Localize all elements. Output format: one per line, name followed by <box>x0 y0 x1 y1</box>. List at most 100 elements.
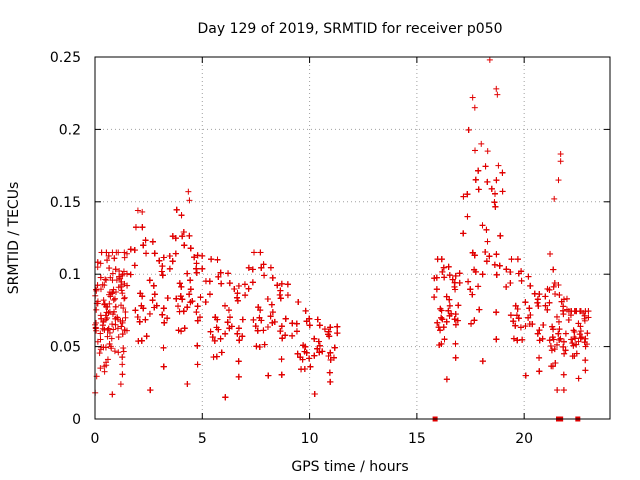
data-point <box>552 291 559 298</box>
data-point <box>119 361 126 368</box>
data-point <box>551 195 558 202</box>
data-point <box>179 296 186 303</box>
data-point <box>484 148 491 155</box>
data-point <box>112 295 119 302</box>
data-point <box>193 260 200 267</box>
data-point <box>484 238 491 245</box>
data-point <box>438 314 445 321</box>
data-point <box>514 337 521 344</box>
data-point <box>433 286 440 293</box>
data-point <box>493 336 500 343</box>
data-point <box>550 283 557 290</box>
data-point <box>446 312 453 319</box>
data-point <box>235 358 242 365</box>
data-point <box>124 282 131 289</box>
data-point <box>175 327 182 334</box>
data-point <box>101 363 108 370</box>
data-point <box>251 249 258 256</box>
data-point <box>435 324 442 331</box>
data-point <box>576 331 583 338</box>
data-point <box>134 207 141 214</box>
data-point <box>132 307 139 314</box>
data-point <box>117 381 124 388</box>
data-point <box>202 278 209 285</box>
data-point <box>250 316 257 323</box>
data-point <box>102 312 109 319</box>
data-point <box>173 295 180 302</box>
data-point <box>306 315 313 322</box>
data-point <box>460 230 467 237</box>
data-point <box>264 324 271 331</box>
data-point <box>197 294 204 301</box>
data-point <box>546 286 553 293</box>
data-point <box>560 311 567 318</box>
data-point <box>514 306 521 313</box>
data-point <box>233 294 240 301</box>
data-point <box>445 263 452 270</box>
data-point <box>467 286 474 293</box>
data-point <box>554 341 561 348</box>
data-point <box>139 208 146 215</box>
data-point <box>191 254 198 261</box>
data-point <box>97 330 104 337</box>
data-point <box>562 330 569 337</box>
data-point <box>194 303 201 310</box>
data-point <box>239 333 246 340</box>
data-point <box>475 167 482 174</box>
data-point <box>277 295 284 302</box>
data-point <box>577 335 584 342</box>
data-point <box>443 293 450 300</box>
data-point <box>186 232 193 239</box>
data-point <box>514 256 521 263</box>
data-point <box>582 367 589 374</box>
data-point <box>257 249 264 256</box>
data-point <box>471 317 478 324</box>
data-point <box>482 163 489 170</box>
data-point <box>294 350 301 357</box>
data-point <box>140 242 147 249</box>
data-point <box>151 250 158 257</box>
data-point <box>569 340 576 347</box>
data-point <box>284 292 291 299</box>
y-tick-label: 0.2 <box>59 122 81 138</box>
data-point <box>107 293 114 300</box>
data-point <box>570 342 577 349</box>
data-point <box>549 363 556 370</box>
data-point <box>445 307 452 314</box>
data-point <box>525 273 532 280</box>
data-point <box>475 283 482 290</box>
data-point <box>560 371 567 378</box>
y-tick-label: 0.05 <box>50 340 81 356</box>
data-point <box>518 277 525 284</box>
data-point <box>325 352 332 359</box>
data-point <box>224 319 231 326</box>
data-point <box>455 302 462 309</box>
data-point <box>570 327 577 334</box>
data-point <box>326 369 333 376</box>
data-point <box>542 302 549 309</box>
data-point <box>197 314 204 321</box>
data-point <box>160 363 167 370</box>
data-point <box>120 344 127 351</box>
data-point <box>211 337 218 344</box>
data-point <box>127 271 134 278</box>
data-point <box>439 316 446 323</box>
data-point <box>118 287 125 294</box>
data-point <box>451 316 458 323</box>
data-point <box>159 263 166 270</box>
data-point <box>189 298 196 305</box>
data-point <box>555 177 562 184</box>
data-point <box>279 335 286 342</box>
data-point <box>548 347 555 354</box>
x-tick-label: 15 <box>408 431 426 447</box>
data-point <box>496 262 503 269</box>
data-point <box>274 282 281 289</box>
data-point <box>468 320 475 327</box>
data-point <box>536 368 543 375</box>
data-point <box>282 332 289 339</box>
data-point <box>172 250 179 257</box>
data-point <box>557 158 564 165</box>
data-point <box>245 285 252 292</box>
data-point <box>297 354 304 361</box>
data-point <box>311 352 318 359</box>
